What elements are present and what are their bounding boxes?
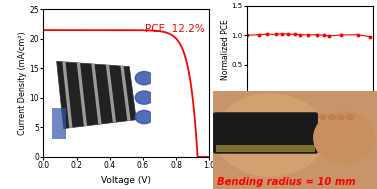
Y-axis label: Normalized PCE: Normalized PCE <box>221 20 230 81</box>
Ellipse shape <box>215 93 326 177</box>
X-axis label: Bending Cycles: Bending Cycles <box>281 106 339 115</box>
Ellipse shape <box>346 114 354 120</box>
Bar <box>216 145 315 152</box>
Ellipse shape <box>319 114 327 120</box>
FancyBboxPatch shape <box>213 112 318 154</box>
Ellipse shape <box>313 111 375 165</box>
X-axis label: Voltage (V): Voltage (V) <box>101 176 151 185</box>
Y-axis label: Current Density (mA/cm²): Current Density (mA/cm²) <box>18 31 27 135</box>
Ellipse shape <box>328 114 336 120</box>
Text: PCE  12.2%: PCE 12.2% <box>144 24 204 34</box>
Text: Bending radius = 10 mm: Bending radius = 10 mm <box>217 177 356 187</box>
Ellipse shape <box>337 114 345 120</box>
